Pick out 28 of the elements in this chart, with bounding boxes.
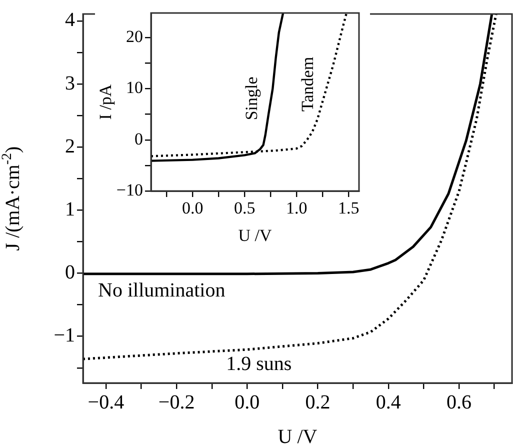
x-tick-label: −0.2	[158, 391, 195, 414]
y-tick-label: −1	[54, 324, 75, 347]
y-axis-title: J /(mA·cm-2)	[0, 146, 24, 251]
y-tick-label: 10	[126, 78, 143, 98]
series-label: 1.9 suns	[226, 353, 292, 376]
y-tick-label: 20	[126, 27, 143, 46]
y-tick-label: 2	[65, 135, 75, 158]
y-tick-label: 1	[65, 198, 75, 220]
text: Single	[242, 76, 262, 120]
series-label: No illumination	[98, 279, 226, 302]
y-tick-label: 4	[65, 9, 75, 32]
x-tick-label: 0.4	[376, 391, 401, 414]
x-tick-label: 0.2	[305, 391, 330, 414]
y-tick-label: 0	[134, 129, 143, 148]
x-axis-title: U /V	[278, 426, 318, 447]
y-tick-label: −10	[116, 180, 143, 200]
x-tick-label: 0.0	[182, 198, 204, 218]
x-tick-label: 0.6	[446, 391, 472, 414]
y-axis-title: I /pA	[96, 84, 116, 120]
y-tick-label: 0	[65, 261, 75, 284]
x-tick-label: 1.0	[286, 198, 308, 218]
text: Tandem	[298, 56, 318, 112]
x-axis-title: U /V	[238, 226, 272, 245]
x-tick-label: −0.4	[88, 391, 124, 414]
x-tick-label: 0.0	[234, 391, 260, 414]
x-tick-label: 1.5	[338, 198, 360, 218]
x-tick-label: 0.5	[234, 198, 256, 218]
y-tick-label: 3	[65, 72, 75, 94]
